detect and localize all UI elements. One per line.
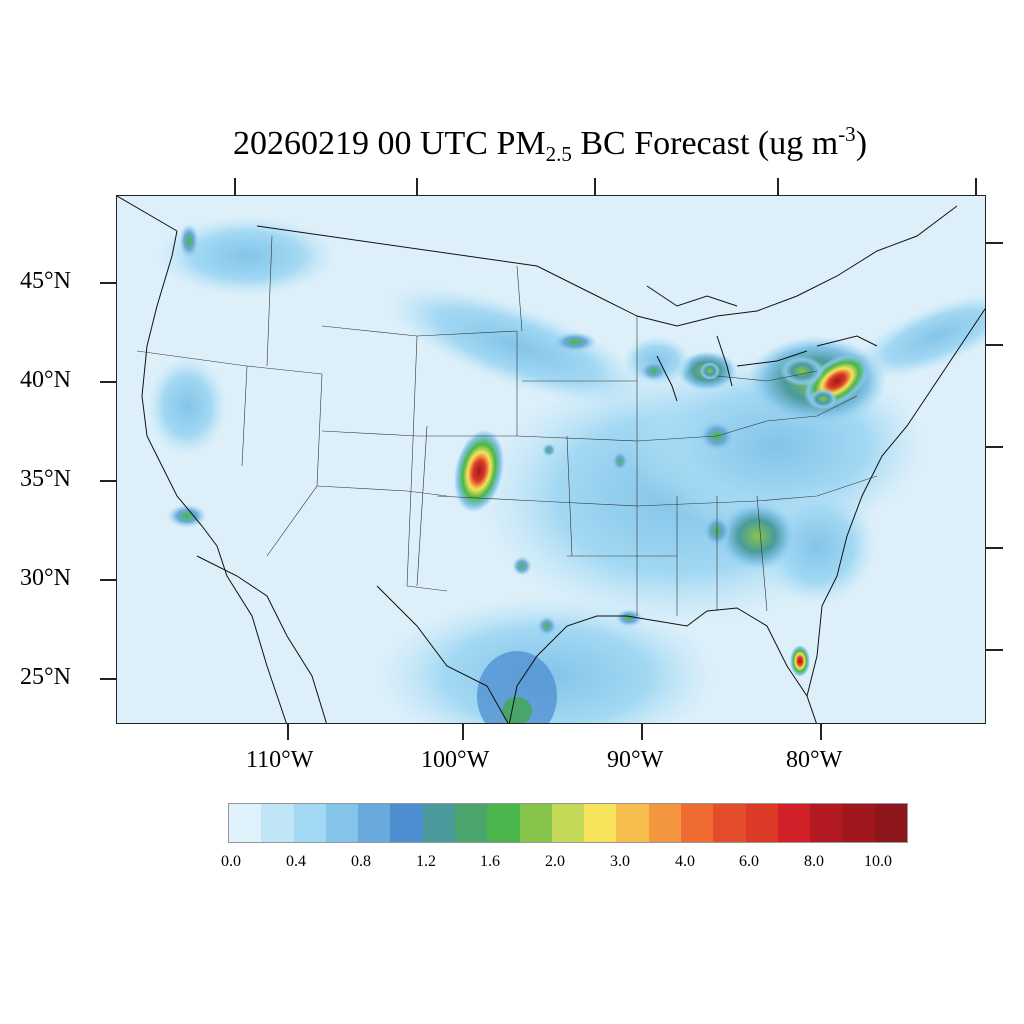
title-subscript: 2.5 — [545, 142, 572, 166]
colorbar-swatch — [745, 804, 778, 842]
lon-label-100w: 100°W — [421, 747, 490, 773]
colorbar-swatch — [261, 804, 294, 842]
map-canvas — [117, 196, 985, 723]
lon-label-80w: 80°W — [786, 747, 843, 773]
coastlines — [117, 196, 985, 723]
lat-tick-left — [100, 579, 116, 581]
lon-tick-bottom — [641, 724, 643, 740]
colorbar-label: 3.0 — [610, 853, 630, 870]
lat-label-25n: 25°N — [20, 664, 71, 690]
lon-tick-bottom — [462, 724, 464, 740]
lat-label-45n: 45°N — [20, 268, 71, 294]
colorbar-swatch — [584, 804, 617, 842]
colorbar-swatch — [390, 804, 423, 842]
colorbar-swatch — [325, 804, 359, 842]
colorbar-swatch — [874, 804, 907, 842]
colorbar-swatch — [680, 804, 714, 842]
colorbar-swatch — [422, 804, 455, 842]
colorbar-swatch — [810, 804, 843, 842]
lon-label-90w: 90°W — [607, 747, 664, 773]
lat-tick-left — [100, 381, 116, 383]
colorbar-swatch — [358, 804, 391, 842]
colorbar-swatch — [454, 804, 488, 842]
lon-tick-bottom — [287, 724, 289, 740]
colorbar-label: 6.0 — [739, 853, 759, 870]
lat-tick-left — [100, 678, 116, 680]
map-panel — [116, 195, 986, 724]
lat-tick-right — [986, 242, 1003, 244]
colorbar-swatch — [229, 804, 262, 842]
colorbar-swatch — [551, 804, 585, 842]
lat-tick-left — [100, 282, 116, 284]
colorbar-label: 0.0 — [221, 853, 241, 870]
title-superscript: -3 — [838, 122, 856, 146]
lat-tick-left — [100, 480, 116, 482]
colorbar-label: 0.4 — [286, 853, 306, 870]
colorbar-label: 10.0 — [864, 853, 892, 870]
lat-tick-right — [986, 547, 1003, 549]
hotspots-high — [453, 352, 871, 677]
colorbar-label: 2.0 — [545, 853, 565, 870]
lon-tick-top — [975, 178, 977, 195]
state-borders — [136, 235, 878, 616]
colorbar-swatch — [842, 804, 875, 842]
colorbar-swatch — [519, 804, 552, 842]
colorbar-swatch — [487, 804, 520, 842]
colorbar-label: 1.2 — [416, 853, 436, 870]
lon-tick-top — [594, 178, 596, 195]
colorbar-swatch — [777, 804, 811, 842]
title-text: 20260219 00 UTC PM — [232, 125, 546, 162]
colorbar-swatch — [293, 804, 326, 842]
colorbar-swatch — [648, 804, 681, 842]
map-title: 20260219 00 UTC PM2.5 BC Forecast (ug m-… — [0, 122, 1024, 167]
title-text-units: BC Forecast (ug m — [571, 125, 839, 162]
colorbar-swatch — [616, 804, 649, 842]
lat-label-40n: 40°N — [20, 367, 71, 393]
colorbar — [228, 803, 908, 843]
lat-tick-right — [986, 344, 1003, 346]
lat-label-30n: 30°N — [20, 565, 71, 591]
lat-label-35n: 35°N — [20, 466, 71, 492]
colorbar-label: 0.8 — [351, 853, 371, 870]
lon-tick-top — [777, 178, 779, 195]
lat-tick-right — [986, 649, 1003, 651]
lon-label-110w: 110°W — [246, 747, 314, 773]
colorbar-label: 8.0 — [804, 853, 824, 870]
lon-tick-top — [234, 178, 236, 195]
lon-tick-top — [416, 178, 418, 195]
lon-tick-bottom — [820, 724, 822, 740]
colorbar-label: 1.6 — [480, 853, 500, 870]
hotspots-medium — [167, 223, 887, 636]
colorbar-swatch — [713, 804, 746, 842]
colorbar-label: 4.0 — [675, 853, 695, 870]
lat-tick-right — [986, 446, 1003, 448]
title-close-paren: ) — [855, 125, 868, 162]
